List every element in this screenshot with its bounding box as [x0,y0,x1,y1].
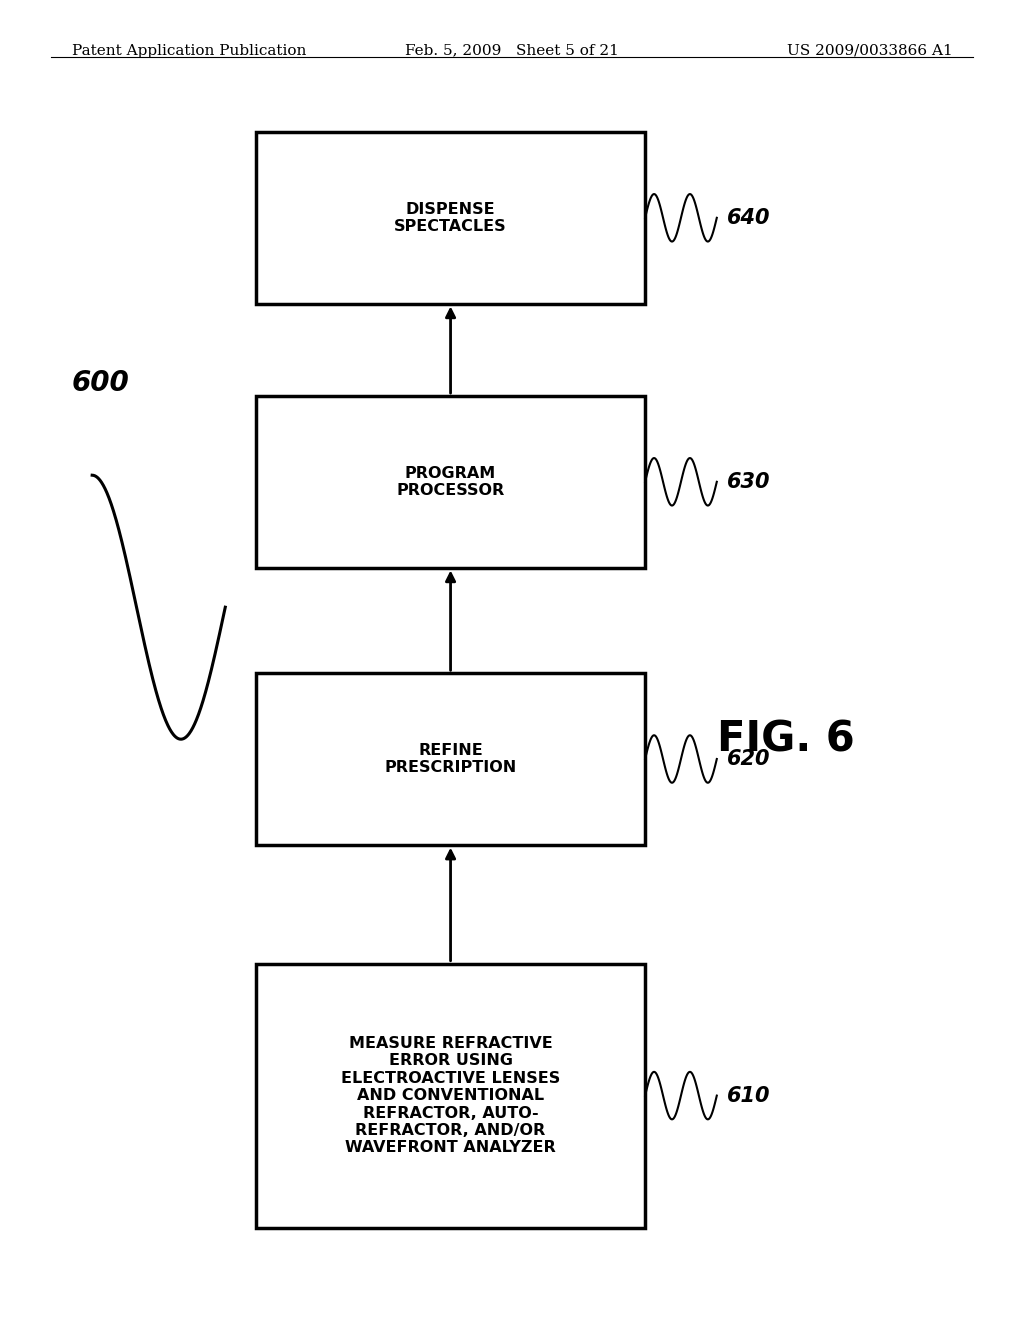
Text: Feb. 5, 2009   Sheet 5 of 21: Feb. 5, 2009 Sheet 5 of 21 [406,44,618,58]
Text: MEASURE REFRACTIVE
ERROR USING
ELECTROACTIVE LENSES
AND CONVENTIONAL
REFRACTOR, : MEASURE REFRACTIVE ERROR USING ELECTROAC… [341,1036,560,1155]
Text: DISPENSE
SPECTACLES: DISPENSE SPECTACLES [394,202,507,234]
Text: 600: 600 [72,368,129,397]
FancyBboxPatch shape [256,396,645,568]
Text: 620: 620 [727,748,770,770]
Text: FIG. 6: FIG. 6 [717,718,855,760]
Text: 630: 630 [727,471,770,492]
FancyBboxPatch shape [256,673,645,845]
Text: 610: 610 [727,1085,770,1106]
Text: REFINE
PRESCRIPTION: REFINE PRESCRIPTION [384,743,517,775]
Text: PROGRAM
PROCESSOR: PROGRAM PROCESSOR [396,466,505,498]
Text: Patent Application Publication: Patent Application Publication [72,44,306,58]
FancyBboxPatch shape [256,132,645,304]
FancyBboxPatch shape [256,964,645,1228]
Text: US 2009/0033866 A1: US 2009/0033866 A1 [786,44,952,58]
Text: 640: 640 [727,207,770,228]
